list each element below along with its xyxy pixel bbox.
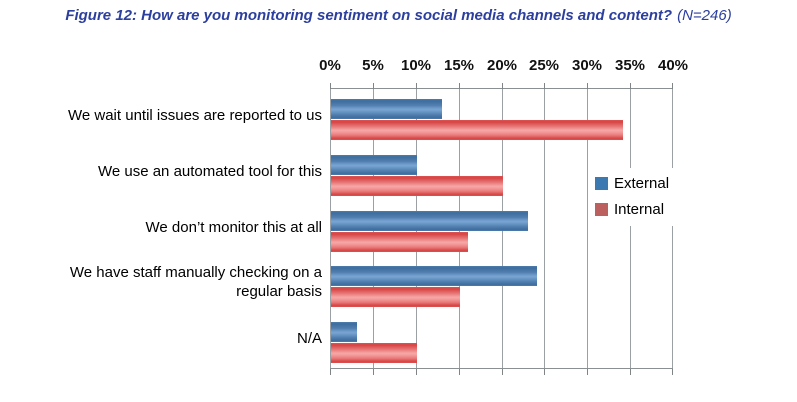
axis-tick bbox=[630, 83, 631, 89]
x-axis-tick-label: 30% bbox=[571, 57, 603, 74]
axis-tick bbox=[630, 369, 631, 375]
bar-internal-4 bbox=[331, 343, 417, 363]
axis-tick bbox=[373, 369, 374, 375]
x-axis-tick-label: 5% bbox=[362, 57, 384, 74]
x-axis-tick-label: 40% bbox=[657, 57, 689, 74]
bar-external-0 bbox=[331, 99, 442, 119]
axis-tick bbox=[459, 83, 460, 89]
bar-internal-1 bbox=[331, 176, 503, 196]
axis-tick bbox=[330, 83, 331, 89]
x-axis-tick-label: 25% bbox=[528, 57, 560, 74]
axis-tick bbox=[672, 83, 673, 89]
legend-label: Internal bbox=[614, 201, 665, 218]
figure-title-text: Figure 12: How are you monitoring sentim… bbox=[65, 7, 673, 24]
legend: External Internal bbox=[589, 168, 675, 226]
legend-label: External bbox=[614, 175, 670, 192]
axis-tick bbox=[587, 369, 588, 375]
axis-tick bbox=[373, 83, 374, 89]
gridline bbox=[544, 89, 545, 368]
x-axis-tick-label: 0% bbox=[319, 57, 341, 74]
x-axis-tick-label: 10% bbox=[400, 57, 432, 74]
axis-tick bbox=[672, 369, 673, 375]
axis-tick bbox=[502, 369, 503, 375]
category-label: We use an automated tool for this bbox=[97, 162, 322, 180]
axis-tick bbox=[502, 83, 503, 89]
figure-sample-size: (N=246) bbox=[677, 7, 732, 24]
bar-external-2 bbox=[331, 211, 528, 231]
axis-tick bbox=[330, 369, 331, 375]
x-axis-tick-label: 35% bbox=[614, 57, 646, 74]
x-axis-tick-label: 15% bbox=[443, 57, 475, 74]
bar-external-3 bbox=[331, 266, 537, 286]
legend-item-external: External bbox=[595, 175, 675, 192]
bar-internal-2 bbox=[331, 232, 468, 252]
bar-external-4 bbox=[331, 322, 357, 342]
gridline bbox=[330, 89, 331, 368]
axis-tick bbox=[544, 369, 545, 375]
category-label: We have staff manually checking on a reg… bbox=[69, 264, 322, 300]
gridline bbox=[672, 89, 673, 368]
plot-area bbox=[330, 83, 673, 375]
x-axis-tick-label: 20% bbox=[486, 57, 518, 74]
axis-tick bbox=[416, 369, 417, 375]
axis-tick bbox=[544, 83, 545, 89]
figure-title: Figure 12: How are you monitoring sentim… bbox=[0, 7, 797, 24]
bar-internal-0 bbox=[331, 120, 623, 140]
gridline bbox=[630, 89, 631, 368]
legend-swatch-icon bbox=[595, 203, 608, 216]
legend-swatch-icon bbox=[595, 177, 608, 190]
bar-internal-3 bbox=[331, 287, 460, 307]
gridline bbox=[587, 89, 588, 368]
category-label: N/A bbox=[296, 329, 322, 347]
bar-external-1 bbox=[331, 155, 417, 175]
axis-tick bbox=[587, 83, 588, 89]
category-label: We wait until issues are reported to us bbox=[67, 106, 322, 124]
legend-item-internal: Internal bbox=[595, 201, 675, 218]
axis-tick bbox=[459, 369, 460, 375]
category-label: We don’t monitor this at all bbox=[145, 218, 322, 236]
axis-tick bbox=[416, 83, 417, 89]
